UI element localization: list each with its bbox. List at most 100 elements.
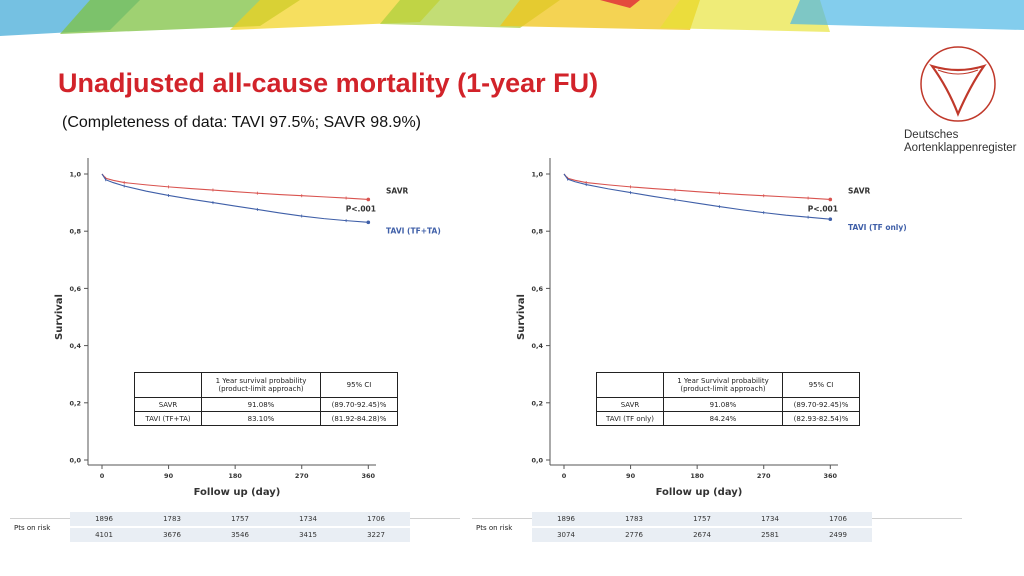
- y-tick-label: 0,2: [531, 399, 543, 407]
- curve-endpoint: [366, 220, 371, 225]
- row-probability: 91.08%: [663, 397, 783, 412]
- risk-cell: 1734: [274, 512, 342, 528]
- table-header-probability: 1 Year Survival probability (product-lim…: [663, 372, 783, 398]
- row-ci: (82.93-82.54)%: [782, 411, 860, 426]
- table-row: TAVI (TF+TA) 83.10% (81.92-84.28)%: [134, 411, 398, 426]
- curve-endpoint: [366, 197, 371, 202]
- x-tick-label: 180: [690, 472, 704, 480]
- table-header-ci: 95% CI: [320, 372, 398, 398]
- top-color-band: [0, 0, 1024, 36]
- y-tick-label: 1,0: [69, 171, 81, 179]
- row-label: TAVI (TF+TA): [134, 411, 202, 426]
- risk-row-tavi: 4101 3676 3546 3415 3227: [70, 527, 410, 544]
- risk-cell: 2499: [804, 527, 872, 544]
- table-corner-cell: [134, 372, 202, 398]
- km-plot-tf-ta: 0,0 0,2 0,4 0,6 0,8 1,0 0 90 180 270 360 Follow up …: [54, 158, 441, 498]
- risk-cell: 1896: [70, 512, 138, 528]
- slide-subtitle: (Completeness of data: TAVI 97.5%; SAVR …: [62, 114, 421, 131]
- curve-endpoint: [828, 217, 833, 221]
- row-probability: 84.24%: [663, 411, 783, 426]
- x-tick-label: 0: [100, 472, 105, 480]
- y-tick-label: 0,8: [69, 228, 81, 236]
- x-axis-label: Follow up (day): [656, 487, 743, 498]
- row-ci: (81.92-84.28)%: [320, 411, 398, 426]
- y-tick-label: 0,0: [531, 457, 543, 465]
- row-probability: 83.10%: [201, 411, 321, 426]
- header-probability-line2: (product-limit approach): [680, 385, 766, 393]
- risk-row-savr: 1896 1783 1757 1734 1706: [70, 512, 410, 528]
- risk-cell: 1734: [736, 512, 804, 528]
- survival-table-tf-ta: 1 Year survival probability (product-lim…: [134, 372, 398, 426]
- row-label: SAVR: [134, 397, 202, 412]
- risk-cell: 3227: [342, 527, 410, 544]
- header-probability-line2: (product-limit approach): [218, 385, 304, 393]
- y-axis-label: Survival: [54, 294, 65, 340]
- risk-cell: 2581: [736, 527, 804, 544]
- series-label-savr: SAVR: [848, 186, 871, 195]
- table-corner-cell: [596, 372, 664, 398]
- slide-title: Unadjusted all-cause mortality (1-year F…: [58, 68, 599, 98]
- risk-cell: 3546: [206, 527, 274, 544]
- y-tick-label: 0,6: [69, 285, 81, 293]
- risk-cell: 1757: [206, 512, 274, 528]
- risk-cell: 3676: [138, 527, 206, 544]
- table-row: TAVI (TF only) 84.24% (82.93-82.54)%: [596, 411, 860, 426]
- km-curve-tavi: [101, 173, 369, 223]
- x-tick-label: 360: [824, 472, 838, 480]
- registry-logo-text: Deutsches Aortenklappenregister: [904, 129, 1017, 155]
- km-chart-tf-ta: 0,0 0,2 0,4 0,6 0,8 1,0 0 90 180 270 360 Follow up …: [40, 150, 510, 520]
- logo-line-2: Aortenklappenregister: [904, 142, 1017, 154]
- km-plot-tf-only: 0,0 0,2 0,4 0,6 0,8 1,0 0 90 180 270 360 Follow up …: [516, 158, 907, 498]
- series-label-savr: SAVR: [386, 186, 409, 195]
- risk-cell: 1896: [532, 512, 600, 528]
- y-tick-label: 0,4: [69, 342, 81, 350]
- y-tick-label: 0,8: [531, 228, 543, 236]
- y-axis-label: Survival: [516, 294, 527, 340]
- table-header-probability: 1 Year survival probability (product-lim…: [201, 372, 321, 398]
- risk-row-savr: 1896 1783 1757 1734 1706: [532, 512, 872, 528]
- risk-cell: 2776: [600, 527, 668, 544]
- risk-cell: 1783: [600, 512, 668, 528]
- risk-table-tf-only: 1896 1783 1757 1734 1706 3074 2776 2674 …: [532, 512, 872, 544]
- x-axis-label: Follow up (day): [194, 487, 281, 498]
- y-tick-label: 0,2: [69, 399, 81, 407]
- risk-label: Pts on risk: [476, 524, 513, 532]
- table-header-ci: 95% CI: [782, 372, 860, 398]
- risk-row-tavi: 3074 2776 2674 2581 2499: [532, 527, 872, 544]
- risk-label: Pts on risk: [14, 524, 51, 532]
- x-tick-label: 180: [228, 472, 242, 480]
- risk-cell: 1783: [138, 512, 206, 528]
- row-probability: 91.08%: [201, 397, 321, 412]
- risk-cell: 4101: [70, 527, 138, 544]
- km-curve-savr: [563, 173, 831, 201]
- table-row: SAVR 91.08% (89.70-92.45)%: [596, 397, 860, 412]
- x-tick-label: 360: [362, 472, 376, 480]
- risk-cell: 3415: [274, 527, 342, 544]
- series-label-tavi: TAVI (TF+TA): [386, 226, 441, 235]
- x-tick-label: 90: [626, 472, 636, 480]
- header-probability-line1: 1 Year Survival probability: [677, 377, 769, 385]
- risk-cell: 2674: [668, 527, 736, 544]
- curve-endpoint: [828, 197, 833, 202]
- p-value-label: P<.001: [346, 204, 376, 213]
- risk-cell: 1757: [668, 512, 736, 528]
- logo-line-1: Deutsches: [904, 129, 959, 141]
- y-tick-label: 0,0: [69, 457, 81, 465]
- row-ci: (89.70-92.45)%: [320, 397, 398, 412]
- y-tick-label: 1,0: [531, 171, 543, 179]
- km-chart-tf-only: 0,0 0,2 0,4 0,6 0,8 1,0 0 90 180 270 360 Follow up …: [502, 150, 972, 520]
- y-tick-label: 0,4: [531, 342, 543, 350]
- registry-logo-icon: [920, 46, 996, 122]
- x-tick-label: 0: [562, 472, 567, 480]
- survival-table-tf-only: 1 Year Survival probability (product-lim…: [596, 372, 860, 426]
- series-label-tavi: TAVI (TF only): [848, 223, 907, 232]
- row-label: TAVI (TF only): [596, 411, 664, 426]
- table-row: SAVR 91.08% (89.70-92.45)%: [134, 397, 398, 412]
- risk-cell: 3074: [532, 527, 600, 544]
- x-tick-label: 270: [295, 472, 309, 480]
- km-curve-savr: [101, 173, 369, 201]
- row-ci: (89.70-92.45)%: [782, 397, 860, 412]
- header-probability-line1: 1 Year survival probability: [215, 377, 307, 385]
- p-value-label: P<.001: [808, 204, 838, 213]
- risk-table-tf-ta: 1896 1783 1757 1734 1706 4101 3676 3546 …: [70, 512, 410, 544]
